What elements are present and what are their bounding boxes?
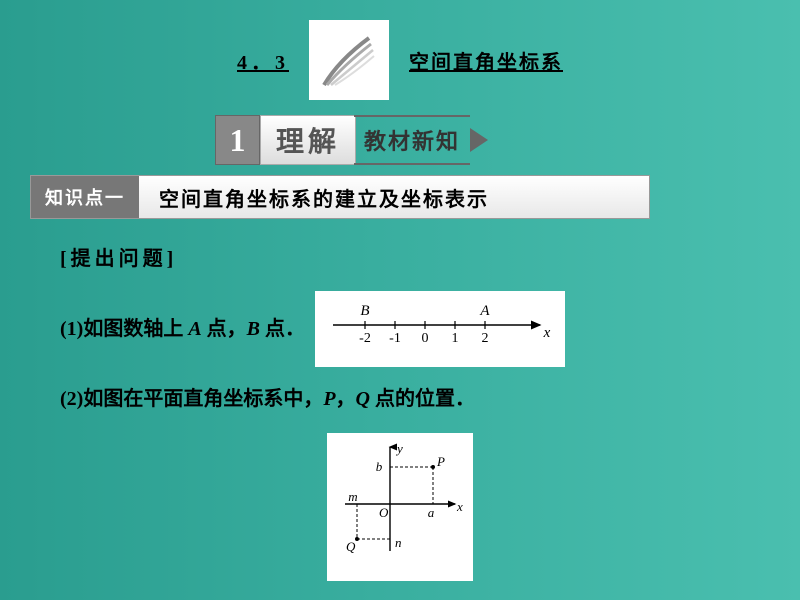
topic-bar: 知识点一 空间直角坐标系的建立及坐标表示 [30, 175, 650, 219]
svg-text:Q: Q [346, 539, 356, 554]
svg-text:1: 1 [452, 331, 459, 345]
q1-point-b: B [247, 318, 260, 340]
svg-text:2: 2 [482, 331, 489, 345]
q2-sep: ， [336, 388, 356, 410]
q1-point-a: A [188, 318, 201, 340]
coordinate-plane-panel: y x O P Q a b m n [327, 433, 473, 581]
number-line-panel: -2 -1 0 1 2 B A x [315, 291, 565, 367]
banner-sub-text: 教材新知 [354, 115, 470, 165]
header: 4．3 空间直角坐标系 [0, 0, 800, 100]
banner: 1 理解 教材新知 [215, 115, 585, 165]
svg-text:-1: -1 [389, 331, 401, 345]
plane-wrap: y x O P Q a b m n [60, 433, 740, 581]
svg-text:P: P [436, 454, 445, 469]
svg-text:a: a [428, 505, 435, 520]
q1-mid: 点， [202, 318, 247, 340]
question-line-1: (1)如图数轴上 A 点，B 点． -2 [60, 291, 740, 367]
svg-text:A: A [479, 303, 490, 319]
svg-text:x: x [456, 499, 463, 514]
q1-suffix: 点． [260, 318, 305, 340]
svg-text:m: m [348, 489, 357, 504]
svg-text:O: O [379, 505, 389, 520]
svg-text:n: n [395, 535, 402, 550]
question-line-2: (2)如图在平面直角坐标系中，P，Q 点的位置． [60, 377, 740, 421]
banner-number: 1 [215, 115, 260, 165]
q1-prefix: (1)如图数轴上 [60, 318, 188, 340]
q2-point-q: Q [356, 388, 370, 410]
page-title: 空间直角坐标系 [409, 46, 563, 75]
svg-text:x: x [543, 325, 551, 341]
swoosh-icon [319, 30, 379, 90]
logo-box [309, 20, 389, 100]
banner-main-text: 理解 [260, 115, 356, 165]
section-number: 4．3 [237, 46, 289, 75]
svg-text:b: b [376, 459, 383, 474]
coordinate-plane-diagram: y x O P Q a b m n [335, 439, 465, 559]
number-line-diagram: -2 -1 0 1 2 B A x [325, 297, 555, 345]
q2-prefix: (2)如图在平面直角坐标系中， [60, 388, 323, 410]
q2-suffix: 点的位置． [370, 388, 475, 410]
svg-text:B: B [360, 303, 369, 319]
svg-text:0: 0 [422, 331, 429, 345]
question-label: [提出问题] [60, 237, 740, 281]
content: [提出问题] (1)如图数轴上 A 点，B 点． [0, 219, 800, 581]
svg-text:y: y [395, 441, 403, 456]
topic-title: 空间直角坐标系的建立及坐标表示 [139, 183, 489, 212]
q2-point-p: P [323, 388, 335, 410]
svg-text:-2: -2 [359, 331, 371, 345]
topic-tag: 知识点一 [31, 176, 139, 218]
